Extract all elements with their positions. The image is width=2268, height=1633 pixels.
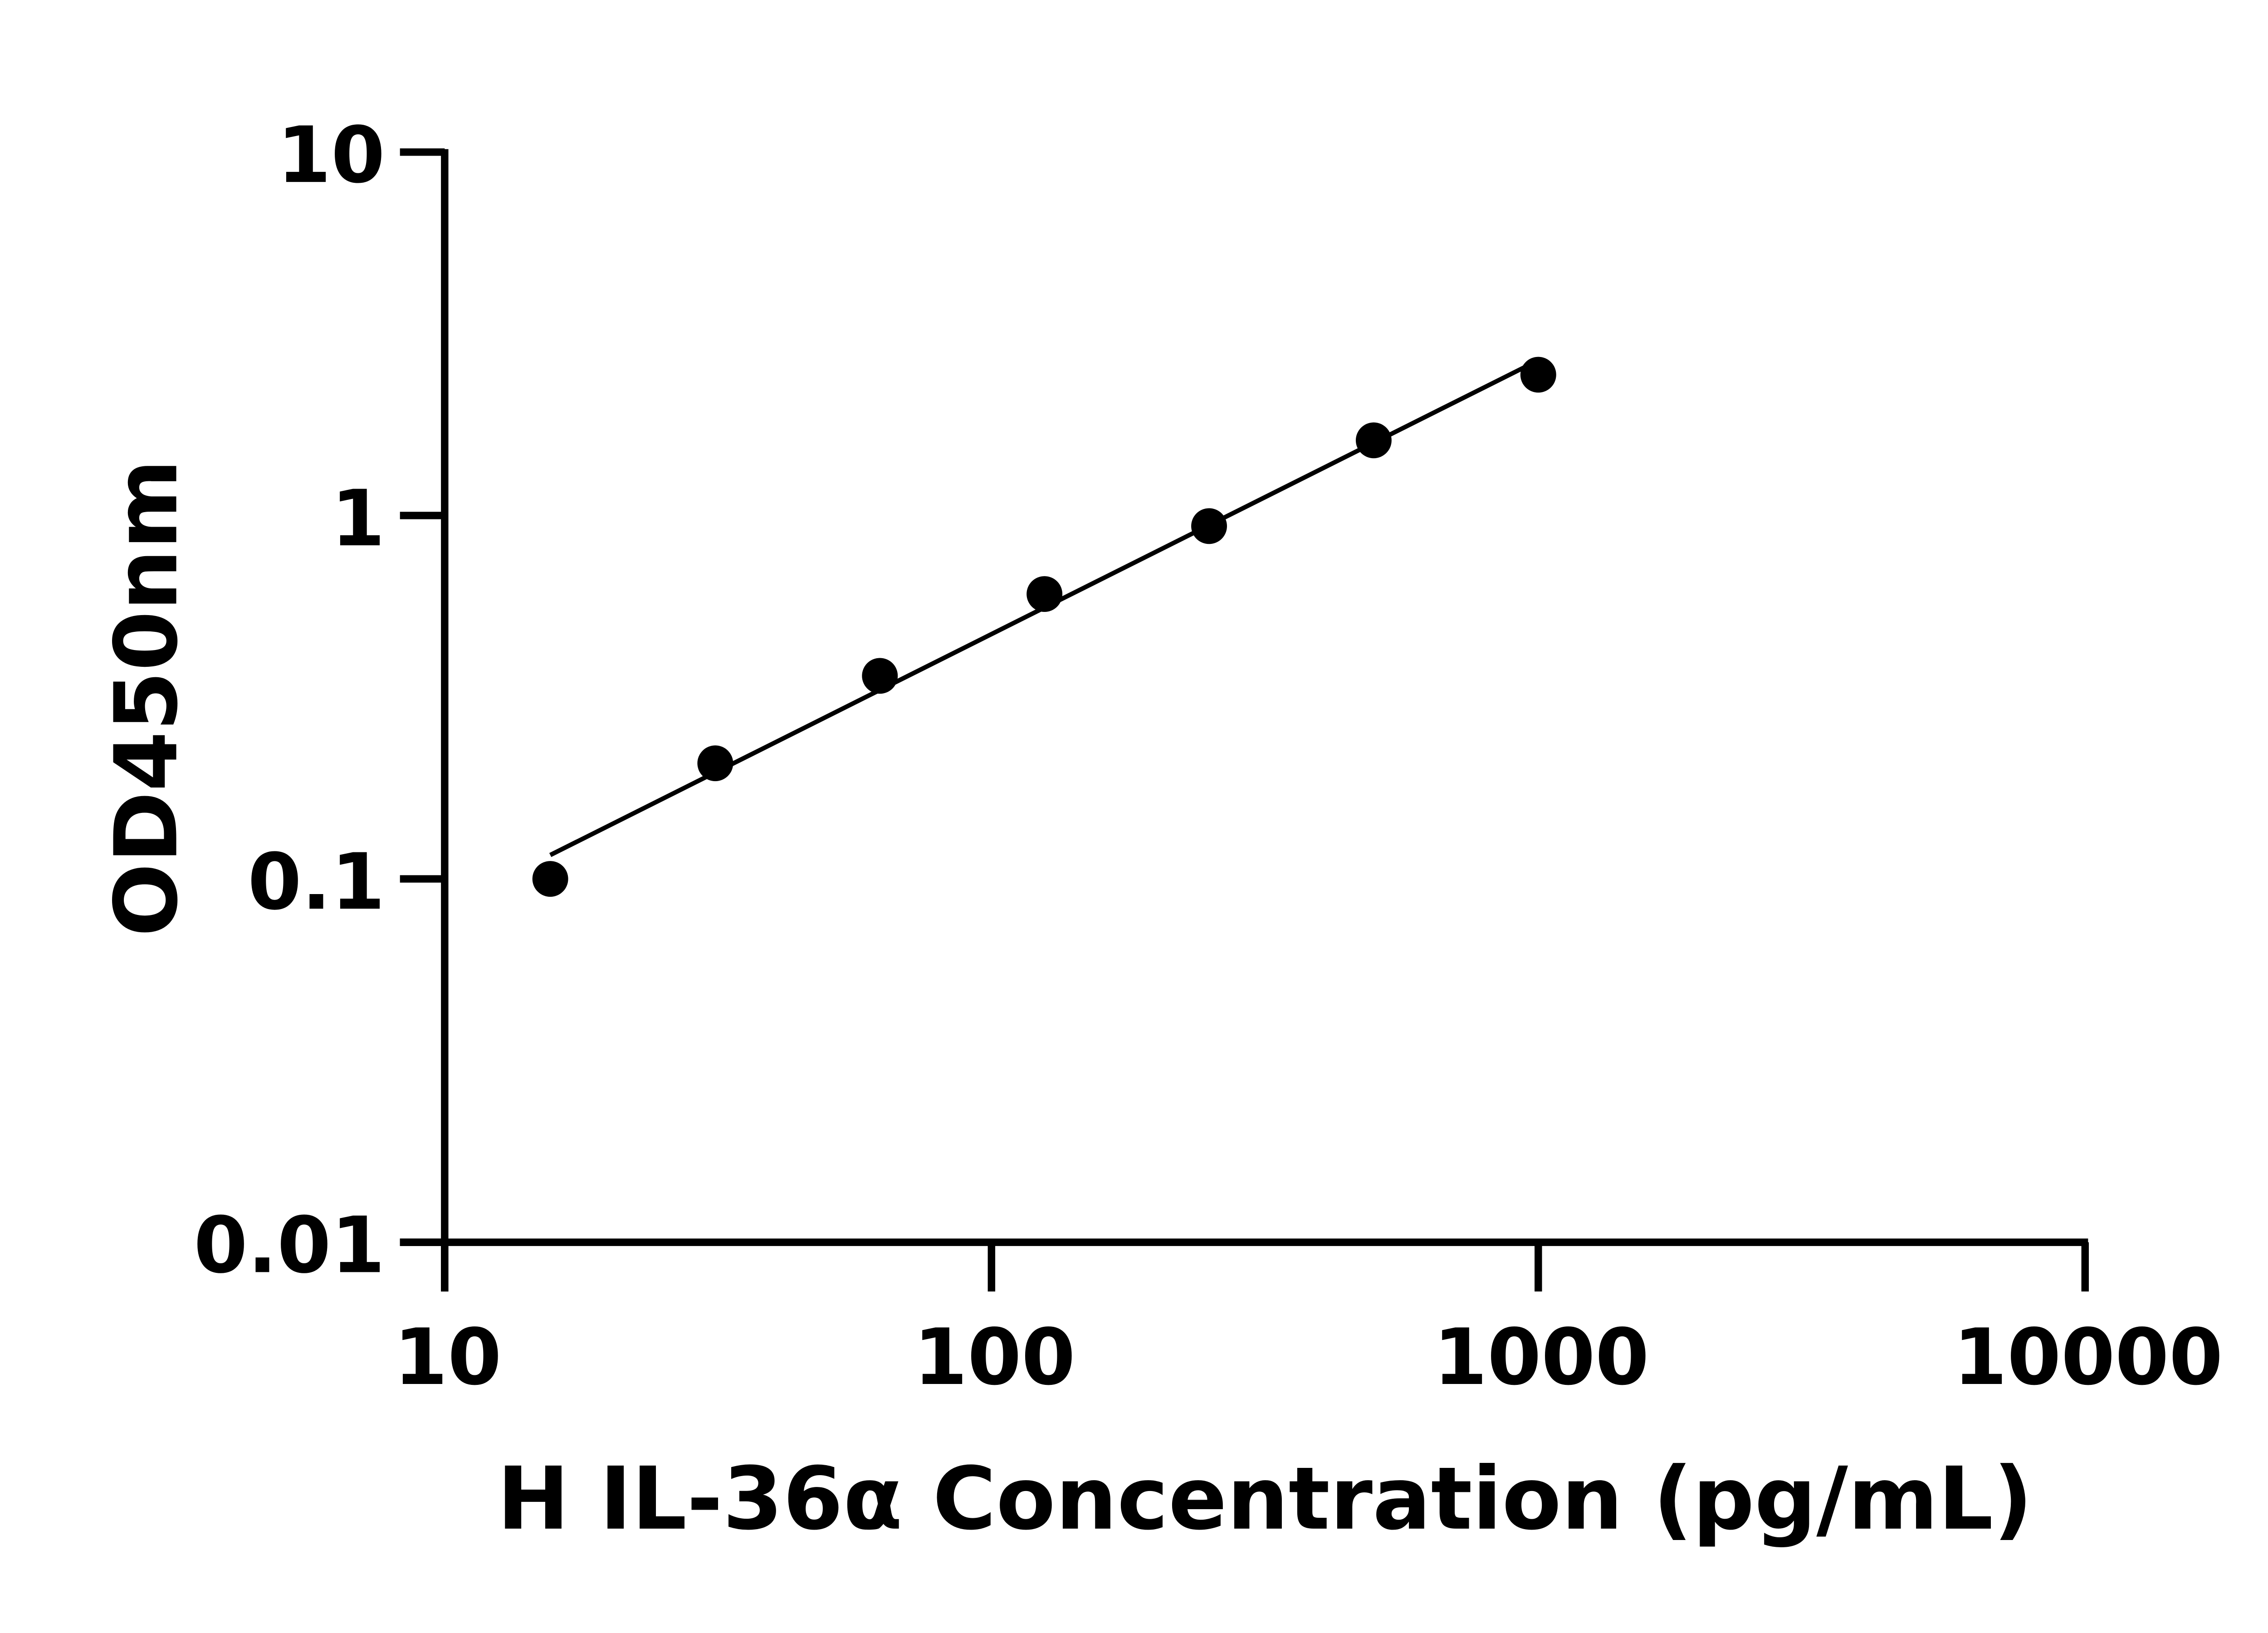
data-point [1026, 576, 1063, 612]
data-point [1191, 508, 1227, 544]
data-point [1355, 422, 1392, 459]
axes [400, 149, 2088, 1292]
x-axis-label: H IL-36α Concentration (pg/mL) [497, 1448, 2033, 1549]
y-axis-label: OD450nm [96, 459, 197, 937]
y-tick-label: 0.01 [194, 1200, 385, 1291]
data-point [697, 745, 733, 782]
data-point [532, 861, 568, 897]
x-tick-label: 1000 [1433, 1312, 1649, 1403]
y-tick-label: 1 [331, 474, 385, 564]
x-tick-label: 100 [914, 1312, 1075, 1403]
data-point [1520, 357, 1556, 393]
x-tick-label: 10000 [1953, 1312, 2223, 1403]
data-point [862, 658, 898, 694]
y-tick-label: 10 [277, 110, 385, 200]
y-tick-label: 0.1 [248, 837, 385, 927]
x-tick-label: 10 [394, 1312, 502, 1403]
